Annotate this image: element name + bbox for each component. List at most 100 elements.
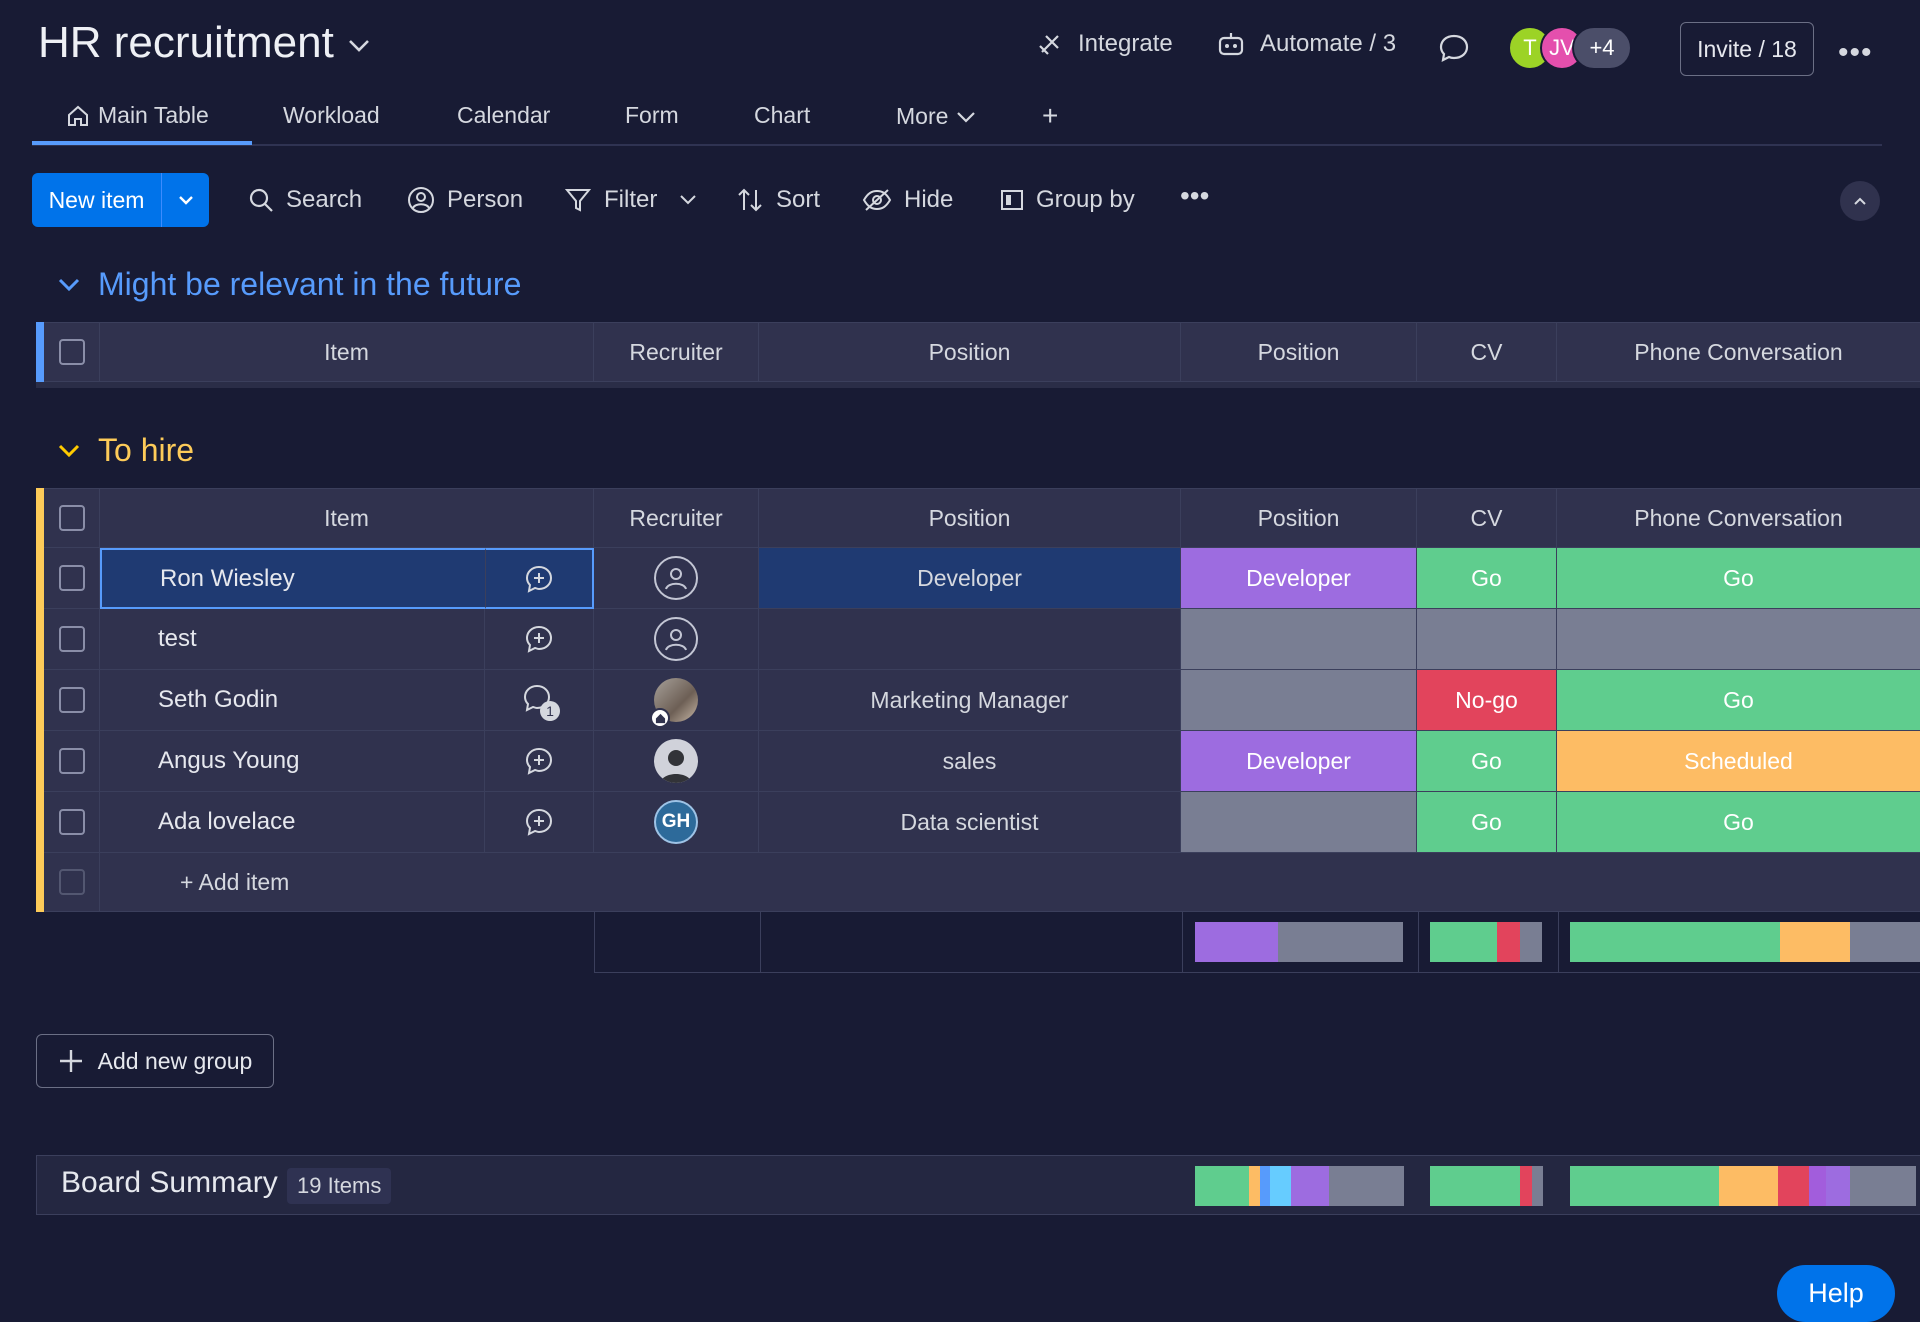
tab-form[interactable]: Form [625, 102, 679, 129]
position-text-cell[interactable]: Marketing Manager [759, 670, 1181, 731]
row-checkbox-cell[interactable] [44, 731, 100, 792]
cv-summary-bar[interactable] [1430, 922, 1542, 962]
row-checkbox[interactable] [58, 748, 85, 774]
group-title[interactable]: To hire [98, 432, 195, 468]
select-all-checkbox[interactable] [58, 505, 85, 531]
select-all-checkbox[interactable] [58, 339, 85, 365]
item-name-cell[interactable]: Ada lovelace [100, 792, 485, 853]
tab-workload[interactable]: Workload [283, 102, 380, 129]
select-all-cell[interactable] [44, 322, 100, 382]
column-header-cv[interactable]: CV [1417, 322, 1557, 382]
phone-summary-bar[interactable] [1570, 922, 1920, 962]
add-update-button[interactable] [485, 609, 594, 670]
automate-button[interactable]: Automate / 3 [1216, 30, 1396, 58]
column-header-item[interactable]: Item [100, 322, 594, 382]
column-header-item[interactable]: Item [100, 488, 594, 548]
add-update-button[interactable] [485, 792, 594, 853]
search-button[interactable]: Search [248, 186, 362, 214]
item-name-cell[interactable]: Ron Wiesley [100, 548, 485, 609]
avatar-more[interactable]: +4 [1572, 26, 1632, 70]
column-header-recruiter[interactable]: Recruiter [594, 488, 759, 548]
updates-button[interactable]: 1 [485, 670, 594, 731]
chevron-down-icon[interactable] [58, 278, 80, 292]
recruiter-cell[interactable] [594, 609, 759, 670]
phone-status-cell[interactable]: Go [1557, 548, 1920, 609]
row-checkbox-cell[interactable] [44, 792, 100, 853]
hide-button[interactable]: Hide [862, 186, 953, 214]
column-header-recruiter[interactable]: Recruiter [594, 322, 759, 382]
board-cv-summary-bar[interactable] [1430, 1166, 1543, 1206]
recruiter-cell[interactable]: GH [594, 792, 759, 853]
item-name-cell[interactable]: Seth Godin [100, 670, 485, 731]
item-name-cell[interactable]: test [100, 609, 485, 670]
invite-button[interactable]: Invite / 18 [1680, 22, 1814, 76]
row-checkbox-cell[interactable] [44, 609, 100, 670]
person-filter-button[interactable]: Person [407, 186, 523, 214]
group-header-to-hire[interactable]: To hire [58, 432, 194, 469]
select-all-cell[interactable] [44, 488, 100, 548]
position-status-cell[interactable] [1181, 670, 1417, 731]
position-text-cell[interactable]: Developer [759, 548, 1181, 609]
more-options-icon[interactable]: ••• [1838, 36, 1873, 69]
cv-status-cell[interactable]: No-go [1417, 670, 1557, 731]
column-header-position-text[interactable]: Position [759, 322, 1181, 382]
row-checkbox[interactable] [58, 809, 85, 835]
board-title[interactable]: HR recruitment [38, 18, 370, 68]
position-text-cell[interactable]: sales [759, 731, 1181, 792]
position-text-cell[interactable] [759, 609, 1181, 670]
cv-status-cell[interactable]: Go [1417, 548, 1557, 609]
filter-button[interactable]: Filter [564, 186, 697, 214]
position-status-cell[interactable]: Developer [1181, 548, 1417, 609]
chevron-down-icon[interactable] [679, 194, 697, 206]
row-checkbox-cell[interactable] [44, 548, 100, 609]
member-avatars[interactable]: T JV +4 [1508, 26, 1632, 70]
integrate-button[interactable]: Integrate [1036, 30, 1173, 58]
toolbar-more-icon[interactable]: ••• [1180, 180, 1210, 211]
phone-status-cell[interactable]: Go [1557, 670, 1920, 731]
group-by-button[interactable]: Group by [1000, 186, 1135, 214]
phone-status-cell[interactable] [1557, 609, 1920, 670]
recruiter-cell[interactable] [594, 670, 759, 731]
column-header-position-text[interactable]: Position [759, 488, 1181, 548]
cv-status-cell[interactable] [1417, 609, 1557, 670]
position-text-cell[interactable]: Data scientist [759, 792, 1181, 853]
row-checkbox[interactable] [58, 626, 85, 652]
new-item-dropdown[interactable] [162, 173, 209, 227]
tab-main-table[interactable]: Main Table [66, 102, 209, 129]
row-checkbox[interactable] [58, 687, 85, 713]
cv-status-cell[interactable]: Go [1417, 792, 1557, 853]
phone-status-cell[interactable]: Scheduled [1557, 731, 1920, 792]
column-header-phone[interactable]: Phone Conversation [1557, 322, 1920, 382]
position-status-cell[interactable]: Developer [1181, 731, 1417, 792]
phone-status-cell[interactable]: Go [1557, 792, 1920, 853]
add-view-icon[interactable]: + [1042, 100, 1059, 131]
row-checkbox-cell[interactable] [44, 670, 100, 731]
add-update-button[interactable] [485, 731, 594, 792]
new-item-button[interactable]: New item [32, 173, 209, 227]
recruiter-cell[interactable] [594, 548, 759, 609]
board-position-summary-bar[interactable] [1195, 1166, 1404, 1206]
row-checkbox[interactable] [58, 565, 85, 591]
group-header-future[interactable]: Might be relevant in the future [58, 266, 521, 303]
add-update-button[interactable] [485, 548, 594, 609]
item-name-cell[interactable]: Angus Young [100, 731, 485, 792]
column-header-phone[interactable]: Phone Conversation [1557, 488, 1920, 548]
tab-calendar[interactable]: Calendar [457, 102, 550, 129]
column-header-cv[interactable]: CV [1417, 488, 1557, 548]
recruiter-cell[interactable] [594, 731, 759, 792]
chevron-down-icon[interactable] [58, 444, 80, 458]
sort-button[interactable]: Sort [736, 186, 820, 214]
column-header-position-status[interactable]: Position [1181, 322, 1417, 382]
column-header-position-status[interactable]: Position [1181, 488, 1417, 548]
tab-chart[interactable]: Chart [754, 102, 810, 129]
new-item-label[interactable]: New item [32, 173, 162, 227]
position-status-cell[interactable] [1181, 792, 1417, 853]
tab-more[interactable]: More [896, 103, 976, 130]
cv-status-cell[interactable]: Go [1417, 731, 1557, 792]
board-phone-summary-bar[interactable] [1570, 1166, 1916, 1206]
collapse-header-button[interactable] [1840, 181, 1880, 221]
group-title[interactable]: Might be relevant in the future [98, 266, 522, 302]
position-summary-bar[interactable] [1195, 922, 1403, 962]
updates-button[interactable] [1438, 32, 1470, 69]
add-item-input[interactable]: + Add item [100, 853, 1920, 912]
